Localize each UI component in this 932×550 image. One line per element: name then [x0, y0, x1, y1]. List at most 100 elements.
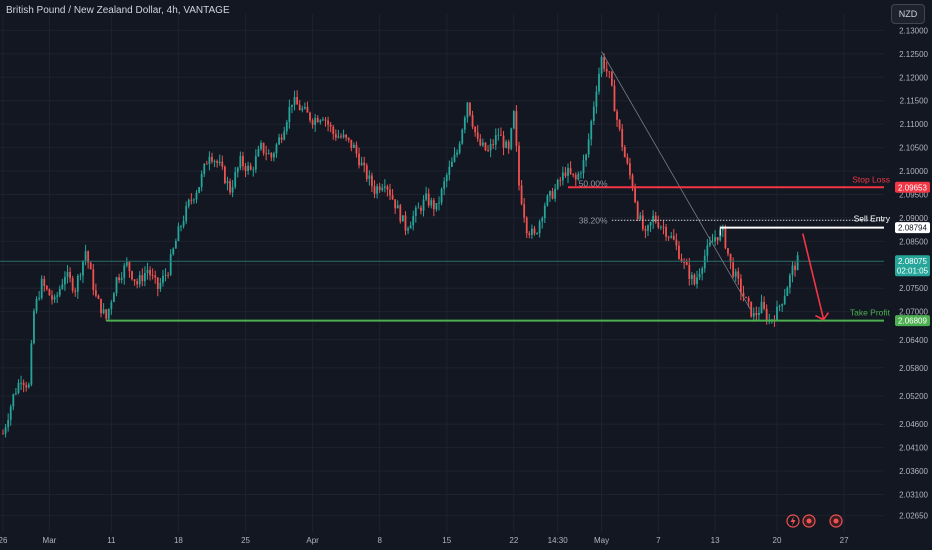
candle-body	[420, 207, 422, 211]
candle-body	[652, 215, 655, 223]
candle-body	[53, 296, 56, 300]
candle-body	[445, 174, 448, 182]
candle-body	[409, 225, 412, 229]
candle-body	[765, 308, 768, 321]
candle-body	[613, 85, 616, 112]
flag-icon-2[interactable]	[829, 514, 843, 528]
candle-body	[43, 278, 46, 287]
candle-body	[654, 215, 657, 223]
x-tick-label: May	[594, 536, 609, 545]
currency-button[interactable]: NZD	[891, 4, 925, 24]
y-tick-label: 2.07500	[899, 284, 928, 293]
candle-body	[365, 165, 368, 180]
candle-body	[74, 290, 77, 292]
candle-body	[672, 235, 675, 240]
x-tick-label: 25	[241, 536, 250, 545]
candle-body	[543, 205, 546, 219]
x-tick-label: 20	[773, 536, 782, 545]
candle-body	[471, 115, 474, 127]
y-tick-label: 2.12500	[899, 50, 928, 59]
candle-body	[610, 72, 613, 86]
candle-body	[396, 205, 399, 209]
candle-body	[136, 281, 139, 285]
candle-body	[585, 154, 587, 161]
candle-body	[244, 166, 247, 171]
candle-body	[572, 173, 575, 175]
candle-body	[639, 215, 642, 220]
candle-body	[203, 163, 206, 174]
candle-body	[569, 168, 572, 174]
candle-body	[745, 296, 747, 299]
candle-body	[2, 433, 4, 435]
candle-body	[685, 261, 688, 265]
candle-body	[641, 215, 644, 230]
y-tick-label: 2.02650	[899, 512, 928, 521]
candle-body	[226, 181, 229, 184]
sell-arrow-head	[815, 312, 830, 321]
candle-body	[123, 265, 126, 278]
candle-body	[626, 157, 629, 164]
candle-body	[257, 149, 260, 157]
candle-body	[657, 222, 660, 228]
candle-body	[414, 207, 417, 216]
candle-body	[303, 106, 306, 109]
candle-body	[149, 269, 151, 276]
candle-body	[709, 242, 711, 246]
candle-body	[9, 406, 12, 420]
flash-icon[interactable]	[786, 514, 800, 528]
candle-body	[737, 271, 740, 279]
y-tick-label: 2.11000	[900, 120, 929, 129]
candle-body	[107, 308, 110, 319]
y-tick-label: 2.11500	[900, 97, 929, 106]
candle-body	[309, 112, 311, 121]
candle-body	[25, 385, 28, 388]
candle-body	[739, 278, 742, 293]
candle-body	[670, 235, 673, 238]
candle-body	[711, 241, 714, 243]
candle-body	[293, 97, 296, 105]
candle-body	[603, 57, 606, 69]
y-tick-label: 2.04600	[899, 420, 928, 429]
candle-body	[131, 271, 133, 280]
time-axis[interactable]: 26 Mar 11 18 25 Apr 8 15 22 14:30 May 7 13 20 27	[0, 536, 849, 545]
x-tick-label: Apr	[306, 536, 319, 545]
candle-body	[789, 275, 791, 288]
drawings: Stop Loss Sell Entry Take Profit 50.00% 38.2…	[0, 51, 891, 322]
y-tick-label: 2.03600	[899, 467, 928, 476]
candle-body	[376, 186, 378, 194]
candle-body	[618, 119, 621, 129]
candle-body	[507, 141, 510, 149]
candle-body	[20, 382, 22, 384]
candle-body	[696, 277, 698, 285]
candle-body	[275, 144, 278, 154]
candle-body	[172, 248, 175, 255]
candle-body	[115, 277, 118, 294]
y-tick-label: 2.12000	[899, 73, 928, 82]
y-tick-label: 2.13000	[899, 26, 928, 35]
candle-body	[48, 289, 51, 296]
candle-body	[665, 227, 667, 237]
candle-body	[587, 139, 590, 155]
candle-body	[280, 137, 283, 140]
candle-body	[373, 186, 376, 194]
x-tick-label: Mar	[43, 536, 57, 545]
candle-body	[167, 274, 170, 276]
bottom-icons[interactable]	[786, 514, 843, 528]
candle-body	[205, 163, 208, 165]
candle-body	[296, 97, 299, 105]
current-price-tag-bg	[895, 255, 930, 277]
candle-body	[466, 102, 469, 118]
candle-body	[432, 200, 435, 210]
candle-body	[38, 298, 41, 299]
flag-icon-1[interactable]	[802, 514, 816, 528]
y-tick-label: 2.03100	[899, 490, 928, 499]
candle-body	[27, 384, 30, 388]
take-profit-tag: 2.06809	[898, 317, 927, 326]
candle-body	[796, 255, 799, 271]
candle-body	[600, 57, 603, 74]
candle-body	[559, 179, 562, 181]
candle-body	[265, 153, 268, 155]
candle-body	[427, 193, 430, 206]
candle-body	[727, 248, 729, 254]
